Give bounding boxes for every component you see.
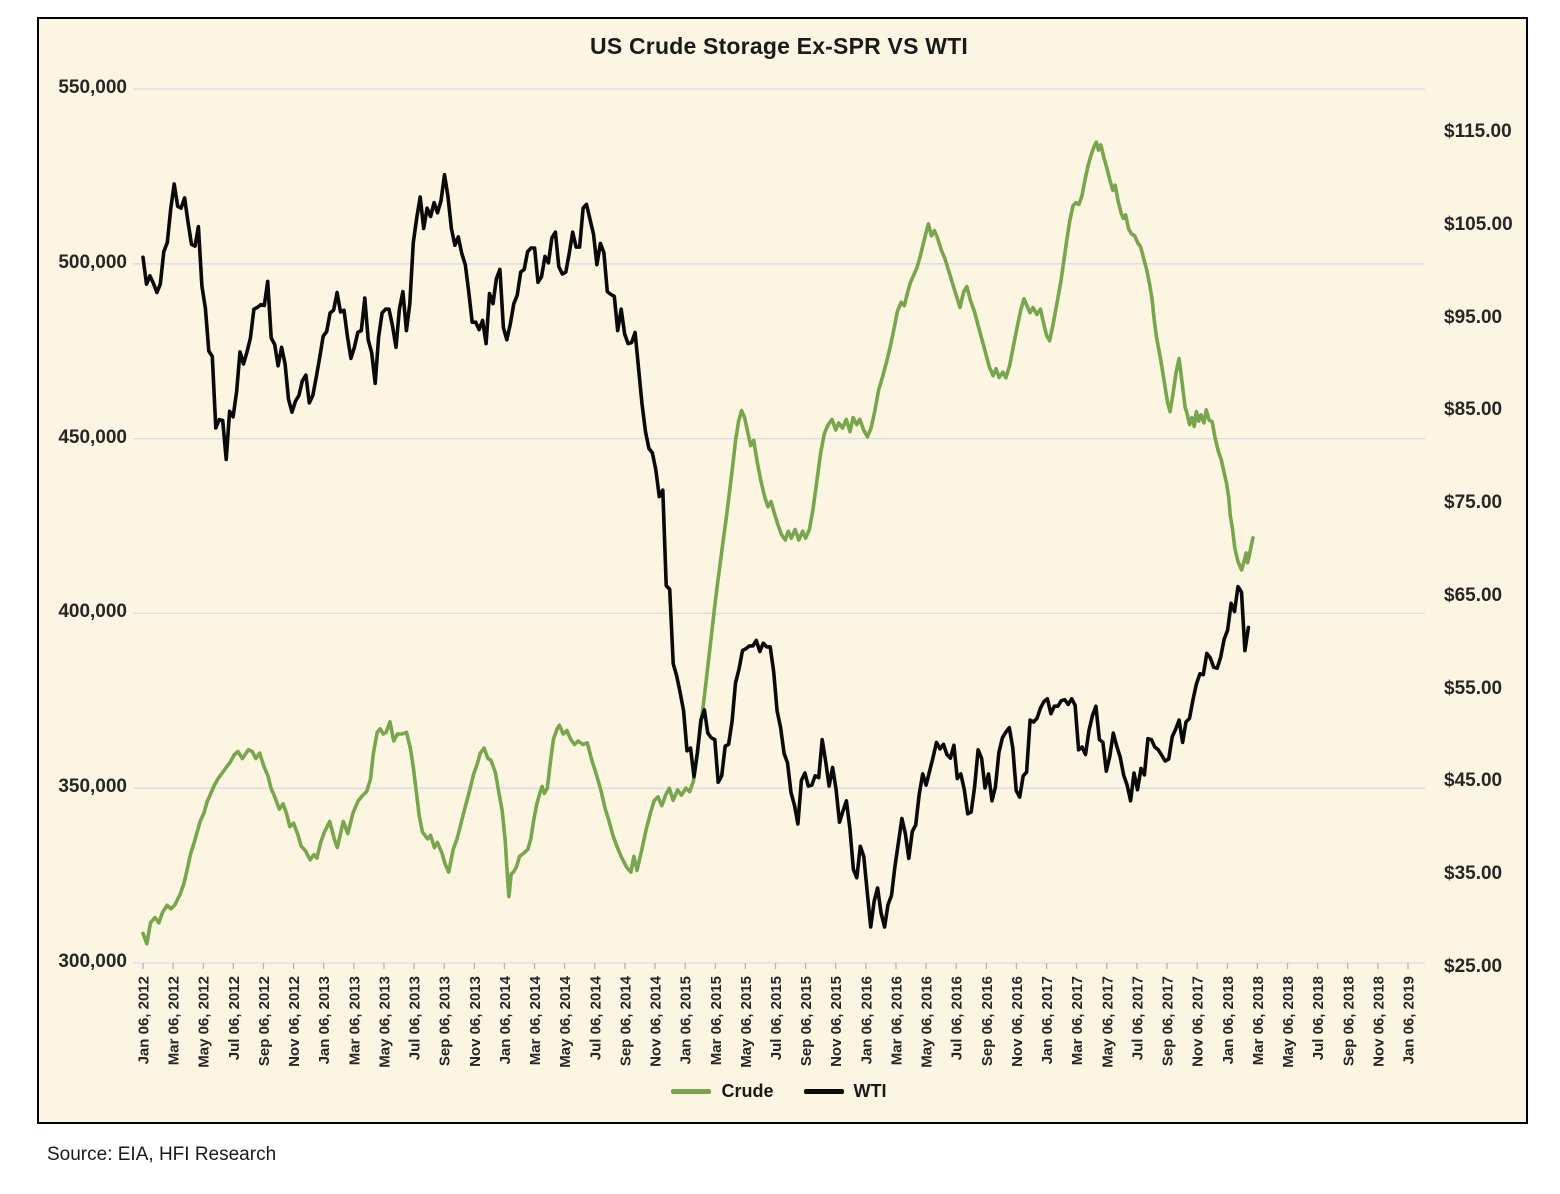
x-axis-tick-label: Jul 06, 2013 [407,976,424,1060]
left-axis-tick-label: 350,000 [58,776,127,798]
chart-panel [37,17,1528,1124]
legend-label-wti: WTI [853,1081,887,1101]
x-axis-tick-label: Sep 06, 2014 [617,975,634,1066]
x-axis-tick-label: Jan 06, 2012 [136,976,153,1064]
left-axis-tick-label: 300,000 [58,951,127,972]
x-axis-tick-label: May 06, 2018 [1280,976,1297,1068]
x-axis-tick-label: Sep 06, 2016 [979,976,996,1066]
left-axis-tick-label: 400,000 [58,601,127,623]
x-axis-tick-label: Jul 06, 2015 [768,976,785,1060]
x-axis-tick-label: Jul 06, 2014 [587,975,604,1060]
x-axis-tick-label: Nov 06, 2015 [828,976,845,1067]
x-axis-tick-label: May 06, 2017 [1099,976,1116,1068]
x-axis-tick-label: Jan 06, 2018 [1220,976,1237,1064]
x-axis-tick-label: Jan 06, 2013 [316,976,333,1064]
x-axis-tick-label: May 06, 2016 [919,976,936,1068]
x-axis-tick-label: May 06, 2012 [196,976,213,1068]
x-axis-tick-label: Mar 06, 2014 [527,975,544,1065]
source-note: Source: EIA, HFI Research [47,1144,277,1165]
right-axis-tick-label: $105.00 [1444,213,1513,235]
x-axis-tick-label: Jul 06, 2016 [949,976,966,1060]
legend-item-crude: Crude [671,1081,774,1102]
right-axis-tick-label: $95.00 [1444,306,1503,328]
legend-label-crude: Crude [721,1081,774,1101]
x-axis-tick-label: Nov 06, 2014 [648,975,665,1067]
x-axis-tick-label: Sep 06, 2018 [1340,976,1357,1066]
legend-item-wti: WTI [803,1081,887,1102]
x-axis-tick-label: Mar 06, 2016 [888,976,905,1065]
x-axis-tick-label: Nov 06, 2018 [1370,976,1387,1067]
x-axis-tick-label: Nov 06, 2017 [1190,976,1207,1067]
legend-swatch-crude [671,1089,712,1094]
legend-swatch-wti [803,1089,844,1094]
x-axis-tick-label: Mar 06, 2012 [166,976,183,1065]
x-axis-tick-label: May 06, 2013 [376,976,393,1068]
right-axis-tick-label: $45.00 [1444,770,1503,792]
x-axis-tick-label: Sep 06, 2017 [1160,976,1177,1066]
right-axis-tick-label: $35.00 [1444,863,1503,885]
left-axis-tick-label: 500,000 [58,251,127,273]
x-axis-tick-label: Mar 06, 2017 [1069,976,1086,1065]
x-axis-tick-label: Jul 06, 2018 [1310,976,1327,1060]
crude-line [141,140,1255,946]
x-axis-tick-label: Jan 06, 2017 [1039,976,1056,1064]
x-axis-tick-label: May 06, 2014 [557,975,574,1067]
left-axis-tick-label: 450,000 [58,426,127,448]
x-axis-tick-label: Nov 06, 2013 [467,976,484,1067]
x-axis-tick-label: Mar 06, 2018 [1250,976,1267,1065]
x-axis-tick-label: Jan 06, 2015 [678,976,695,1064]
x-axis-tick-label: Sep 06, 2015 [798,976,815,1066]
legend: Crude WTI [133,1081,1425,1102]
x-axis-tick-label: Sep 06, 2012 [256,976,273,1066]
right-axis-tick-label: $75.00 [1444,492,1503,514]
x-axis-tick-label: Nov 06, 2016 [1009,976,1026,1067]
x-axis-tick-label: Jul 06, 2017 [1129,976,1146,1060]
chart-title: US Crude Storage Ex-SPR VS WTI [590,33,968,59]
right-axis-tick-label: $85.00 [1444,399,1503,421]
x-axis-tick-label: Sep 06, 2013 [437,976,454,1066]
right-axis-tick-label: $55.00 [1444,677,1503,699]
x-axis-tick-label: May 06, 2015 [738,976,755,1068]
right-axis-tick-label: $65.00 [1444,584,1503,606]
wti-line [141,172,1251,929]
x-axis-tick-label: Jan 06, 2016 [858,976,875,1064]
x-axis-tick-label: Jul 06, 2012 [226,976,243,1060]
x-axis-tick-label: Nov 06, 2012 [286,976,303,1067]
right-axis-tick-label: $25.00 [1444,955,1503,977]
left-axis-tick-label: 550,000 [58,77,127,98]
x-axis-tick-label: Jan 06, 2014 [497,975,514,1064]
x-axis-tick-label: Mar 06, 2015 [708,976,725,1065]
x-axis-tick-label: Jan 06, 2019 [1400,976,1417,1064]
x-axis-tick-label: Mar 06, 2013 [346,976,363,1065]
right-axis-tick-label: $115.00 [1444,121,1512,142]
